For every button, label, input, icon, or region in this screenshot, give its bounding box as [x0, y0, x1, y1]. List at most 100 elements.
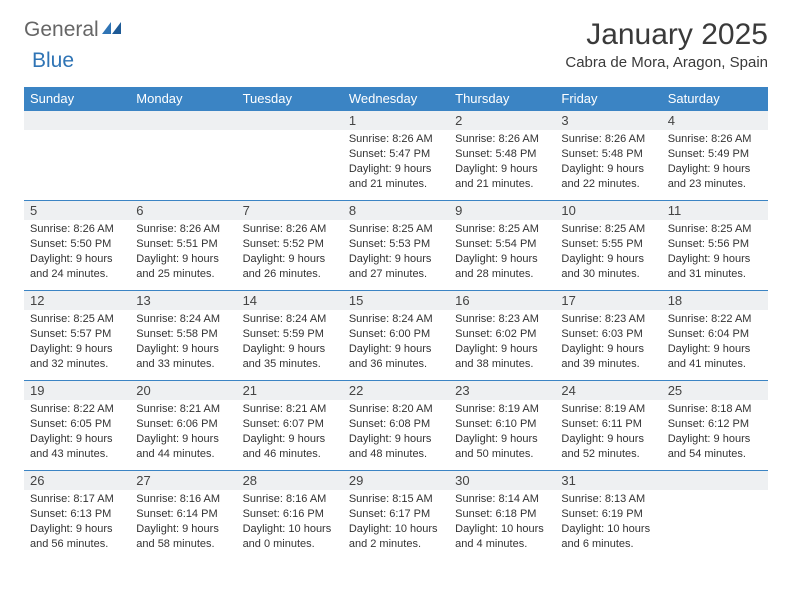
sunrise-text: Sunrise: 8:19 AM: [455, 402, 549, 417]
sunset-text: Sunset: 6:03 PM: [561, 327, 655, 342]
daylight-line2: and 6 minutes.: [561, 537, 655, 552]
sunrise-text: Sunrise: 8:26 AM: [243, 222, 337, 237]
sunset-text: Sunset: 5:48 PM: [561, 147, 655, 162]
daylight-line1: Daylight: 9 hours: [455, 252, 549, 267]
calendar-cell: 25Sunrise: 8:18 AMSunset: 6:12 PMDayligh…: [662, 381, 768, 471]
weekday-header: Saturday: [662, 87, 768, 111]
day-number: 27: [130, 471, 236, 490]
sunrise-text: Sunrise: 8:24 AM: [136, 312, 230, 327]
day-number: 18: [662, 291, 768, 310]
sunrise-text: Sunrise: 8:26 AM: [668, 132, 762, 147]
sunrise-text: Sunrise: 8:25 AM: [30, 312, 124, 327]
sunrise-text: Sunrise: 8:13 AM: [561, 492, 655, 507]
day-details: Sunrise: 8:18 AMSunset: 6:12 PMDaylight:…: [662, 400, 768, 465]
daylight-line1: Daylight: 9 hours: [349, 342, 443, 357]
sunset-text: Sunset: 6:11 PM: [561, 417, 655, 432]
daylight-line2: and 0 minutes.: [243, 537, 337, 552]
sunrise-text: Sunrise: 8:25 AM: [668, 222, 762, 237]
sunset-text: Sunset: 5:52 PM: [243, 237, 337, 252]
daylight-line1: Daylight: 9 hours: [30, 522, 124, 537]
daylight-line1: Daylight: 9 hours: [243, 342, 337, 357]
daylight-line2: and 21 minutes.: [349, 177, 443, 192]
day-details: Sunrise: 8:16 AMSunset: 6:16 PMDaylight:…: [237, 490, 343, 555]
day-number: 6: [130, 201, 236, 220]
day-number: 5: [24, 201, 130, 220]
calendar-cell: 17Sunrise: 8:23 AMSunset: 6:03 PMDayligh…: [555, 291, 661, 381]
sunset-text: Sunset: 6:18 PM: [455, 507, 549, 522]
calendar-cell: [24, 111, 130, 201]
calendar-cell: 11Sunrise: 8:25 AMSunset: 5:56 PMDayligh…: [662, 201, 768, 291]
sunrise-text: Sunrise: 8:18 AM: [668, 402, 762, 417]
day-number: 26: [24, 471, 130, 490]
day-details: Sunrise: 8:17 AMSunset: 6:13 PMDaylight:…: [24, 490, 130, 555]
day-details: Sunrise: 8:26 AMSunset: 5:51 PMDaylight:…: [130, 220, 236, 285]
calendar-cell: 27Sunrise: 8:16 AMSunset: 6:14 PMDayligh…: [130, 471, 236, 561]
calendar-cell: 19Sunrise: 8:22 AMSunset: 6:05 PMDayligh…: [24, 381, 130, 471]
sunset-text: Sunset: 6:07 PM: [243, 417, 337, 432]
calendar-row: 12Sunrise: 8:25 AMSunset: 5:57 PMDayligh…: [24, 291, 768, 381]
day-number: 30: [449, 471, 555, 490]
daylight-line1: Daylight: 9 hours: [136, 432, 230, 447]
daylight-line1: Daylight: 9 hours: [349, 252, 443, 267]
sunset-text: Sunset: 6:04 PM: [668, 327, 762, 342]
page-title: January 2025: [565, 18, 768, 52]
daylight-line2: and 41 minutes.: [668, 357, 762, 372]
day-details: Sunrise: 8:25 AMSunset: 5:53 PMDaylight:…: [343, 220, 449, 285]
sunset-text: Sunset: 6:06 PM: [136, 417, 230, 432]
day-number: 20: [130, 381, 236, 400]
day-number: 8: [343, 201, 449, 220]
sunrise-text: Sunrise: 8:24 AM: [243, 312, 337, 327]
weekday-header: Tuesday: [237, 87, 343, 111]
daylight-line1: Daylight: 9 hours: [455, 162, 549, 177]
sunset-text: Sunset: 6:16 PM: [243, 507, 337, 522]
sunset-text: Sunset: 5:48 PM: [455, 147, 549, 162]
day-details: Sunrise: 8:26 AMSunset: 5:48 PMDaylight:…: [449, 130, 555, 195]
calendar-cell: 12Sunrise: 8:25 AMSunset: 5:57 PMDayligh…: [24, 291, 130, 381]
day-number: 21: [237, 381, 343, 400]
calendar-cell: 24Sunrise: 8:19 AMSunset: 6:11 PMDayligh…: [555, 381, 661, 471]
calendar-row: 26Sunrise: 8:17 AMSunset: 6:13 PMDayligh…: [24, 471, 768, 561]
day-number: 24: [555, 381, 661, 400]
sunset-text: Sunset: 6:10 PM: [455, 417, 549, 432]
sunrise-text: Sunrise: 8:25 AM: [349, 222, 443, 237]
sunset-text: Sunset: 5:54 PM: [455, 237, 549, 252]
logo-mark-icon: [102, 18, 122, 42]
daylight-line1: Daylight: 9 hours: [243, 432, 337, 447]
daylight-line2: and 31 minutes.: [668, 267, 762, 282]
calendar-cell: 9Sunrise: 8:25 AMSunset: 5:54 PMDaylight…: [449, 201, 555, 291]
daylight-line1: Daylight: 10 hours: [243, 522, 337, 537]
day-details: Sunrise: 8:14 AMSunset: 6:18 PMDaylight:…: [449, 490, 555, 555]
day-number: 2: [449, 111, 555, 130]
calendar-cell: [130, 111, 236, 201]
sunset-text: Sunset: 6:05 PM: [30, 417, 124, 432]
daylight-line1: Daylight: 9 hours: [136, 252, 230, 267]
day-details: Sunrise: 8:22 AMSunset: 6:04 PMDaylight:…: [662, 310, 768, 375]
sunrise-text: Sunrise: 8:26 AM: [455, 132, 549, 147]
sunrise-text: Sunrise: 8:20 AM: [349, 402, 443, 417]
day-number: 13: [130, 291, 236, 310]
day-details: Sunrise: 8:16 AMSunset: 6:14 PMDaylight:…: [130, 490, 236, 555]
daylight-line2: and 39 minutes.: [561, 357, 655, 372]
calendar-cell: 4Sunrise: 8:26 AMSunset: 5:49 PMDaylight…: [662, 111, 768, 201]
calendar-row: 19Sunrise: 8:22 AMSunset: 6:05 PMDayligh…: [24, 381, 768, 471]
logo-text-general: General: [24, 18, 99, 42]
daylight-line1: Daylight: 9 hours: [668, 342, 762, 357]
sunset-text: Sunset: 5:56 PM: [668, 237, 762, 252]
sunrise-text: Sunrise: 8:22 AM: [30, 402, 124, 417]
day-details: Sunrise: 8:13 AMSunset: 6:19 PMDaylight:…: [555, 490, 661, 555]
day-number: 16: [449, 291, 555, 310]
daylight-line2: and 33 minutes.: [136, 357, 230, 372]
daylight-line1: Daylight: 9 hours: [30, 342, 124, 357]
day-number-bar: [237, 111, 343, 130]
daylight-line2: and 50 minutes.: [455, 447, 549, 462]
sunrise-text: Sunrise: 8:21 AM: [243, 402, 337, 417]
day-number: 15: [343, 291, 449, 310]
daylight-line1: Daylight: 9 hours: [561, 162, 655, 177]
sunrise-text: Sunrise: 8:19 AM: [561, 402, 655, 417]
daylight-line1: Daylight: 10 hours: [561, 522, 655, 537]
calendar-row: 1Sunrise: 8:26 AMSunset: 5:47 PMDaylight…: [24, 111, 768, 201]
calendar-cell: 18Sunrise: 8:22 AMSunset: 6:04 PMDayligh…: [662, 291, 768, 381]
calendar-cell: 16Sunrise: 8:23 AMSunset: 6:02 PMDayligh…: [449, 291, 555, 381]
sunrise-text: Sunrise: 8:23 AM: [455, 312, 549, 327]
day-details: Sunrise: 8:25 AMSunset: 5:56 PMDaylight:…: [662, 220, 768, 285]
